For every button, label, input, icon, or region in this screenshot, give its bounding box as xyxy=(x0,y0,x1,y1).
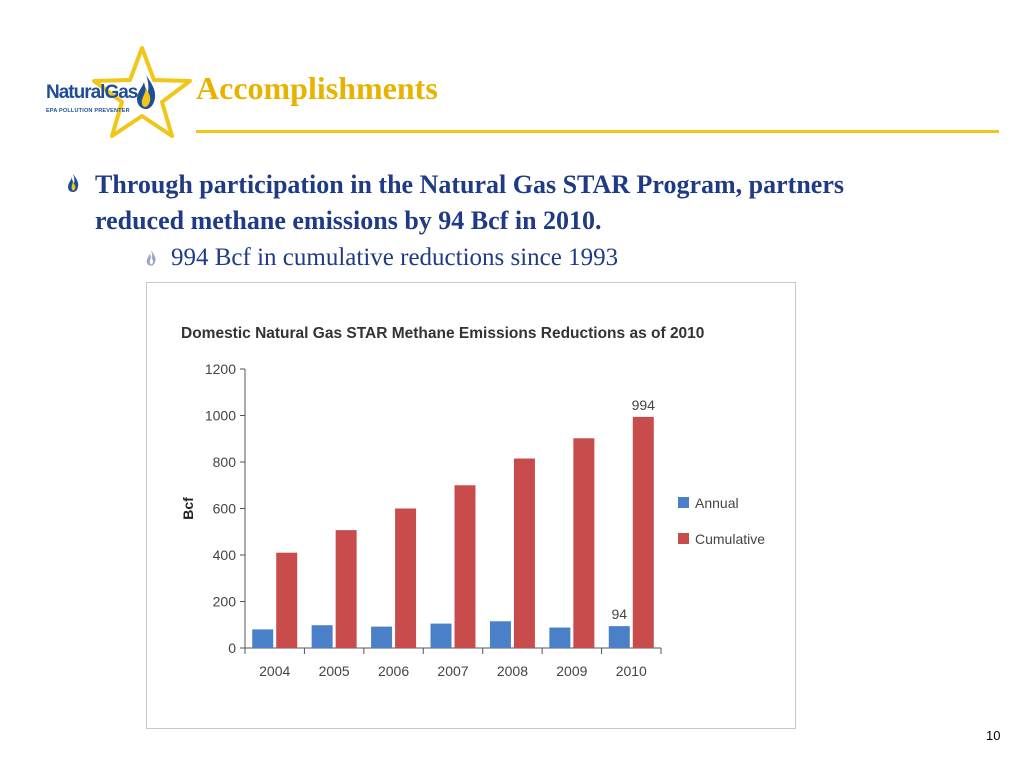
legend-swatch-cumulative xyxy=(678,533,689,544)
x-tick-label: 2007 xyxy=(437,663,468,679)
x-tick-label: 2009 xyxy=(556,663,587,679)
y-tick-label: 1000 xyxy=(205,408,236,424)
star-icon xyxy=(92,46,192,138)
y-tick-label: 400 xyxy=(213,547,237,563)
bar-annual-2007 xyxy=(430,623,452,648)
logo-tagline: EPA POLLUTION PREVENTER xyxy=(46,108,130,114)
legend-label-annual: Annual xyxy=(695,495,739,511)
x-tick-label: 2010 xyxy=(616,663,647,679)
chart-title: Domestic Natural Gas STAR Methane Emissi… xyxy=(181,325,704,342)
flame-bullet-small-icon xyxy=(146,250,156,266)
bar-annual-2006 xyxy=(371,626,393,648)
slide-title: Accomplishments xyxy=(196,70,438,106)
flame-icon xyxy=(137,75,156,109)
bar-cumulative-2004 xyxy=(276,552,298,648)
x-tick-label: 2006 xyxy=(378,663,409,679)
bar-annual-2005 xyxy=(311,625,333,648)
bar-cumulative-2008 xyxy=(513,458,535,648)
title-divider xyxy=(196,130,999,133)
bar-cumulative-2009 xyxy=(573,438,595,648)
bar-cumulative-2007 xyxy=(454,485,476,648)
data-label-cumulative: 994 xyxy=(632,397,656,413)
natural-gas-star-logo: NaturalGas EPA POLLUTION PREVENTER xyxy=(42,46,192,138)
flame-bullet-icon xyxy=(68,174,79,192)
bullet-secondary-text: 994 Bcf in cumulative reductions since 1… xyxy=(171,244,619,271)
y-tick-label: 200 xyxy=(213,594,237,610)
y-tick-label: 800 xyxy=(213,454,237,470)
bar-chart: Domestic Natural Gas STAR Methane Emissi… xyxy=(180,325,765,679)
bullet-primary-text: Through participation in the Natural Gas… xyxy=(95,170,844,235)
logo-wordmark: NaturalGas xyxy=(46,82,138,103)
emissions-chart: Domestic Natural Gas STAR Methane Emissi… xyxy=(146,282,796,729)
x-tick-label: 2005 xyxy=(319,663,350,679)
legend-label-cumulative: Cumulative xyxy=(695,531,765,547)
data-label-annual: 94 xyxy=(611,606,627,622)
y-axis-label: Bcf xyxy=(180,497,196,520)
x-tick-label: 2004 xyxy=(259,663,290,679)
bar-annual-2008 xyxy=(489,621,511,648)
page-number: 10 xyxy=(986,728,1001,743)
bar-annual-2010 xyxy=(608,626,630,648)
y-tick-label: 1200 xyxy=(205,361,236,377)
legend-swatch-annual xyxy=(678,497,689,508)
bar-cumulative-2010 xyxy=(632,416,654,648)
y-tick-label: 0 xyxy=(228,640,236,656)
x-tick-label: 2008 xyxy=(497,663,528,679)
y-tick-label: 600 xyxy=(213,501,237,517)
bar-cumulative-2006 xyxy=(395,508,417,648)
bar-cumulative-2005 xyxy=(335,530,357,648)
bar-annual-2004 xyxy=(252,629,274,648)
bar-annual-2009 xyxy=(549,627,571,648)
